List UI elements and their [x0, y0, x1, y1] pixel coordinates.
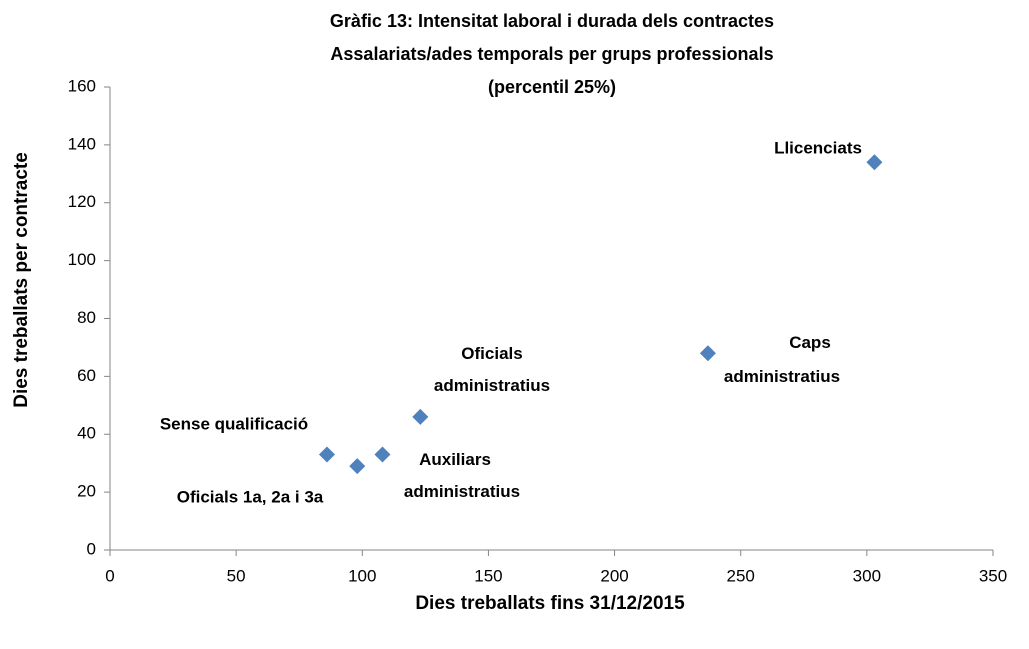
x-tick-label: 50 [227, 566, 246, 585]
x-axis-label: Dies treballats fins 31/12/2015 [415, 593, 685, 614]
chart-title: Assalariats/ades temporals per grups pro… [330, 44, 773, 64]
y-tick-label: 0 [87, 539, 96, 558]
y-tick-label: 80 [77, 308, 96, 327]
x-tick-label: 300 [853, 566, 881, 585]
point-label: Oficials administratius [434, 344, 550, 395]
chart-title: Gràfic 13: Intensitat laboral i durada d… [330, 11, 774, 31]
x-tick-label: 150 [474, 566, 502, 585]
point [318, 446, 335, 463]
y-tick-label: 100 [68, 250, 96, 269]
x-tick-label: 200 [600, 566, 628, 585]
point-label: Oficials 1a, 2a i 3a [177, 487, 324, 506]
point-label: Auxiliars administratius [404, 450, 520, 501]
y-axis-label: Dies treballats per contracte [11, 152, 32, 408]
y-tick-label: 140 [68, 134, 96, 153]
y-tick-label: 40 [77, 424, 96, 443]
point [699, 345, 716, 362]
x-tick-label: 350 [979, 566, 1007, 585]
point [349, 458, 366, 475]
y-tick-label: 120 [68, 192, 96, 211]
y-tick-label: 160 [68, 76, 96, 95]
point [866, 154, 883, 171]
point-label: Caps administratius [724, 333, 840, 386]
point [374, 446, 391, 463]
point-label: Sense qualificació [160, 414, 308, 433]
y-tick-label: 20 [77, 482, 96, 501]
chart-title: (percentil 25%) [488, 77, 616, 97]
x-tick-label: 250 [727, 566, 755, 585]
x-tick-label: 100 [348, 566, 376, 585]
y-tick-label: 60 [77, 366, 96, 385]
point-label: Llicenciats [774, 138, 862, 157]
x-tick-label: 0 [105, 566, 114, 585]
point [412, 408, 429, 425]
